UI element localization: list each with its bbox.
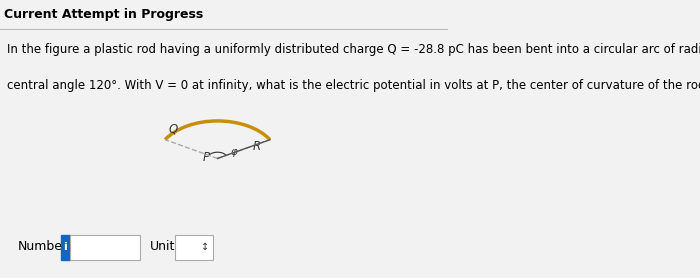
Text: P: P: [202, 151, 209, 163]
Text: ↕: ↕: [202, 242, 209, 252]
FancyBboxPatch shape: [60, 235, 71, 260]
Text: Units: Units: [150, 240, 182, 252]
Text: Number: Number: [18, 240, 68, 252]
Text: central angle 120°. With V = 0 at infinity, what is the electric potential in vo: central angle 120°. With V = 0 at infini…: [7, 79, 700, 92]
FancyBboxPatch shape: [175, 235, 213, 260]
FancyBboxPatch shape: [71, 235, 140, 260]
Text: In the figure a plastic rod having a uniformly distributed charge Q = -28.8 pC h: In the figure a plastic rod having a uni…: [7, 43, 700, 56]
Text: Q: Q: [169, 123, 178, 136]
Text: R: R: [253, 140, 261, 153]
Text: φ: φ: [230, 147, 237, 157]
Text: i: i: [64, 242, 67, 252]
Text: Current Attempt in Progress: Current Attempt in Progress: [4, 8, 204, 21]
